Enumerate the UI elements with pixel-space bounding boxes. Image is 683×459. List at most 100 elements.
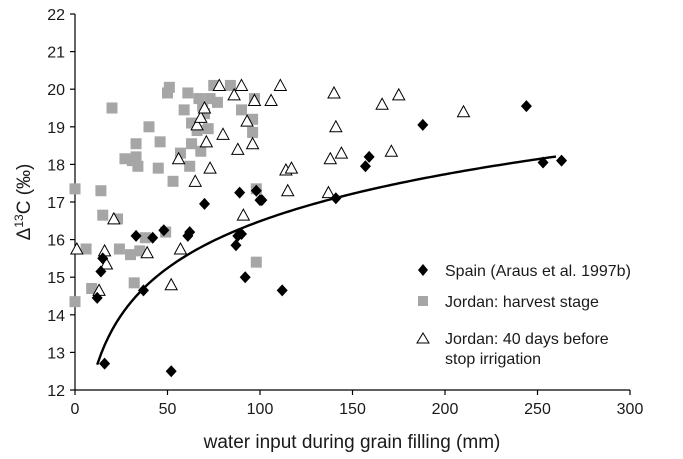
x-tick-label: 250 [524, 401, 551, 418]
point-jordan-40days [334, 146, 349, 159]
point-spain [137, 284, 149, 297]
point-jordan-harvest [86, 282, 98, 294]
point-jordan-harvest [69, 296, 81, 308]
point-spain [230, 239, 242, 252]
point-spain [199, 197, 210, 210]
point-jordan-40days [140, 245, 154, 259]
point-jordan-40days [190, 117, 204, 131]
point-jordan-harvest [182, 87, 194, 99]
point-jordan-40days [264, 93, 278, 106]
point-spain [363, 150, 375, 163]
y-tick-label: 14 [47, 308, 65, 325]
point-jordan-harvest [119, 153, 131, 165]
point-spain [91, 291, 103, 304]
y-tick-label: 20 [47, 82, 65, 99]
point-jordan-harvest [69, 183, 81, 195]
y-ticks: 12 13 14 15 16 17 18 19 20 21 22 [47, 7, 75, 400]
point-jordan-40days [245, 136, 260, 150]
y-tick-label: 16 [47, 233, 65, 250]
point-spain [330, 192, 342, 205]
point-jordan-40days [280, 183, 295, 197]
point-jordan-40days [323, 151, 338, 165]
point-jordan-40days [188, 174, 203, 187]
point-spain [99, 357, 111, 370]
point-spain [234, 186, 246, 199]
y-axis-title-superscript: 13 [12, 214, 26, 228]
point-jordan-harvest [130, 138, 142, 150]
point-jordan-harvest [247, 126, 259, 138]
point-jordan-harvest [132, 160, 144, 172]
legend-jordan-40days-marker [416, 332, 430, 344]
legend-jordan-40days-line2: stop irrigation [445, 351, 541, 368]
point-spain [276, 284, 288, 297]
point-jordan-40days [240, 114, 254, 127]
point-jordan-harvest [154, 136, 166, 148]
point-jordan-harvest [97, 209, 109, 221]
point-jordan-harvest [134, 245, 146, 257]
point-jordan-harvest [204, 93, 216, 105]
point-jordan-harvest [193, 93, 205, 105]
point-spain [130, 229, 142, 242]
point-jordan-harvest [113, 243, 125, 255]
legend-spain-label: Spain (Araus et al. 1997b) [445, 263, 631, 280]
fit-curve [96, 155, 557, 366]
point-jordan-40days [234, 78, 249, 91]
point-spain [520, 100, 532, 113]
point-jordan-harvest [162, 87, 173, 99]
point-jordan-40days [173, 241, 188, 255]
point-jordan-harvest [152, 162, 164, 174]
point-jordan-harvest [128, 277, 140, 289]
point-spain [556, 154, 568, 167]
legend-jordan-harvest-marker [418, 296, 428, 306]
point-jordan-harvest [125, 249, 136, 261]
point-spain [256, 194, 268, 207]
legend-spain-marker [418, 264, 428, 276]
y-tick-label: 12 [47, 383, 65, 400]
point-jordan-harvest [143, 121, 155, 133]
y-tick-label: 15 [47, 270, 65, 287]
y-tick-label: 19 [47, 120, 65, 137]
point-jordan-harvest [139, 232, 151, 244]
point-jordan-40days [97, 243, 112, 257]
point-jordan-40days [375, 97, 389, 110]
point-jordan-harvest [202, 123, 214, 135]
point-jordan-40days [321, 185, 336, 199]
point-jordan-harvest [174, 147, 186, 159]
point-jordan-40days [197, 100, 212, 114]
point-jordan-40days [171, 151, 186, 165]
point-jordan-harvest [224, 79, 236, 91]
point-jordan-harvest [130, 151, 142, 163]
x-tick-label: 300 [617, 401, 644, 418]
legend: Spain (Araus et al. 1997b) Jordan: harve… [416, 263, 631, 368]
y-tick-label: 18 [47, 157, 65, 174]
point-spain [236, 227, 247, 240]
x-axis-title: water input during grain filling (mm) [203, 432, 501, 453]
legend-jordan-harvest-label: Jordan: harvest stage [445, 294, 599, 311]
point-jordan-40days [284, 161, 299, 174]
point-jordan-harvest [199, 108, 210, 120]
y-tick-label: 13 [47, 345, 65, 362]
y-axis-title: Δ13C (‰) [12, 164, 35, 241]
point-spain [239, 271, 251, 284]
point-jordan-40days [193, 110, 208, 123]
point-jordan-40days [107, 211, 121, 225]
point-spain [537, 156, 549, 169]
point-jordan-harvest [195, 145, 207, 157]
x-tick-label: 150 [339, 401, 366, 418]
point-jordan-harvest [80, 243, 92, 255]
legend-jordan-40days-line1: Jordan: 40 days before [445, 331, 609, 348]
x-tick-label: 50 [159, 401, 177, 418]
point-jordan-40days [391, 87, 406, 101]
point-jordan-harvest [208, 79, 220, 91]
x-tick-label: 0 [71, 401, 80, 418]
point-jordan-harvest [178, 104, 190, 116]
point-jordan-harvest [211, 96, 223, 108]
point-jordan-40days [329, 119, 343, 133]
point-jordan-40days [456, 104, 471, 118]
point-jordan-40days [164, 277, 179, 291]
point-spain [417, 118, 429, 131]
point-jordan-40days [236, 208, 251, 221]
y-axis-title-delta: Δ [14, 227, 35, 240]
point-jordan-40days [230, 142, 245, 155]
